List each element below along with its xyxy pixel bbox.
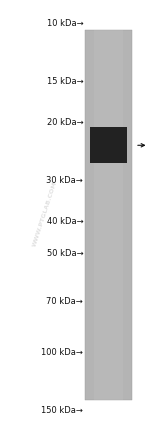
Text: 50 kDa→: 50 kDa→	[47, 249, 83, 258]
Text: WWW.PTGLAB.COM: WWW.PTGLAB.COM	[32, 181, 58, 247]
Text: 20 kDa→: 20 kDa→	[47, 118, 83, 127]
Text: 100 kDa→: 100 kDa→	[41, 348, 83, 357]
Bar	[85, 30, 132, 400]
Text: 150 kDa→: 150 kDa→	[41, 406, 83, 415]
Text: 10 kDa→: 10 kDa→	[47, 19, 83, 28]
Text: 15 kDa→: 15 kDa→	[47, 77, 83, 86]
Bar	[94, 30, 123, 400]
Text: 30 kDa→: 30 kDa→	[46, 175, 83, 184]
Bar	[90, 127, 127, 163]
Text: 40 kDa→: 40 kDa→	[47, 217, 83, 226]
Text: 70 kDa→: 70 kDa→	[46, 297, 83, 306]
